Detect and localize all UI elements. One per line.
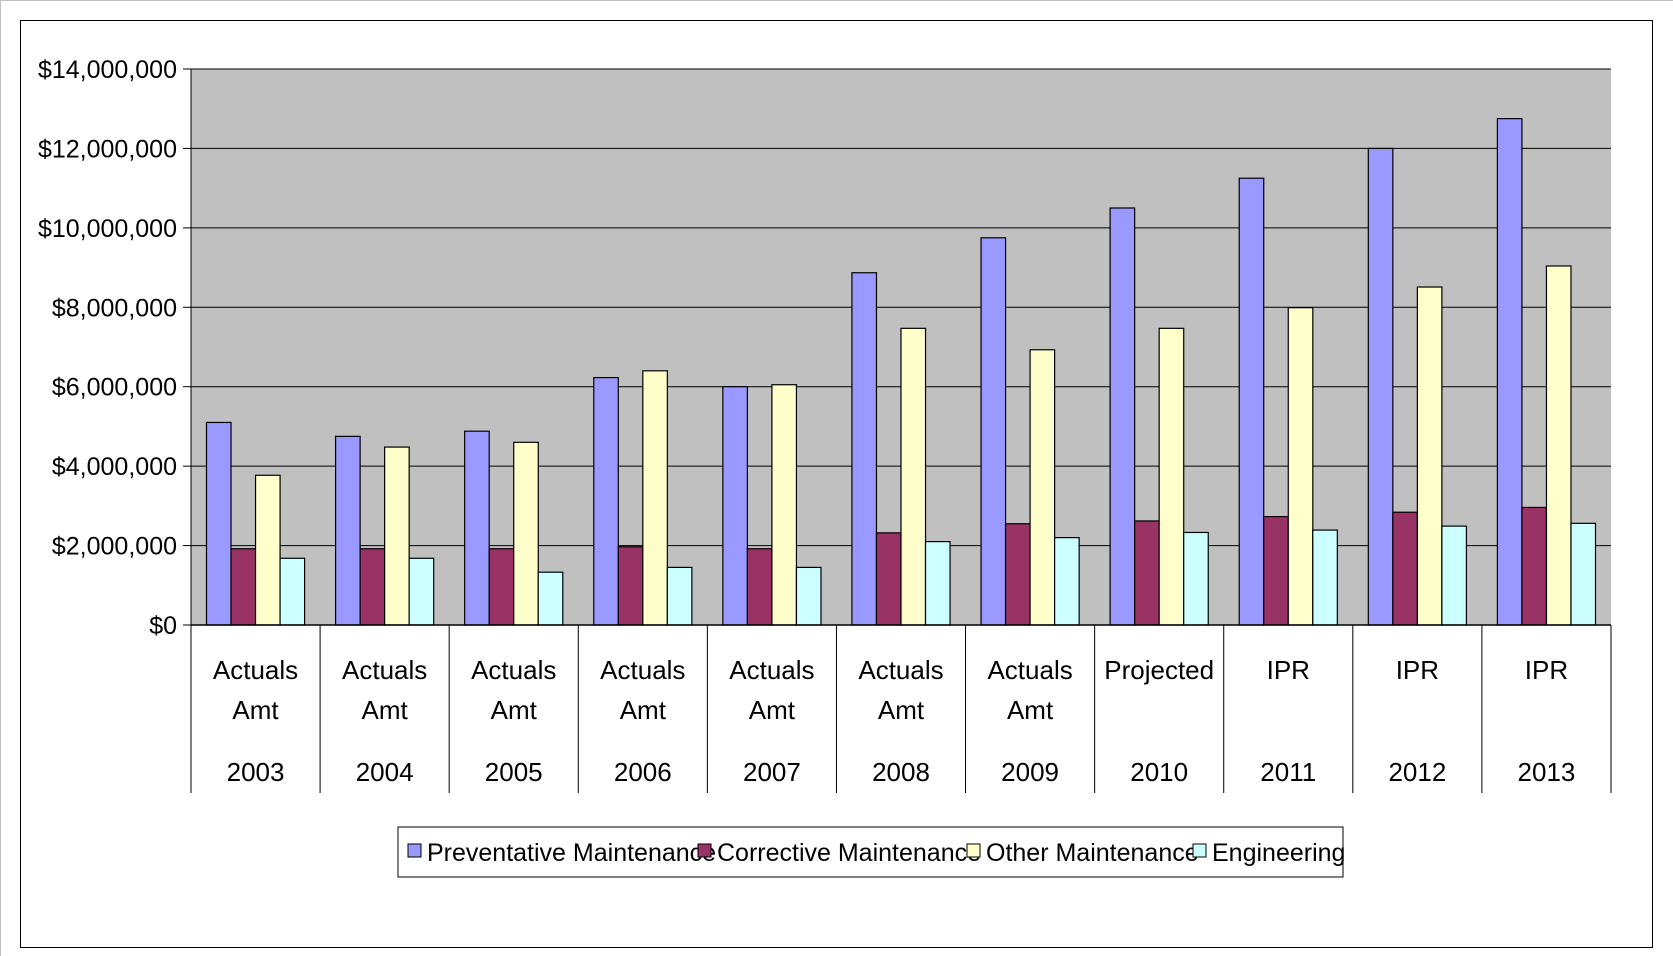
x-category-sublabel: Amt [232,695,279,725]
bar-preventative-maintenance-2010 [1110,208,1135,625]
legend-label: Preventative Maintenance [427,839,716,867]
bar-corrective-maintenance-2011 [1264,517,1289,625]
bar-corrective-maintenance-2012 [1393,512,1418,625]
bar-corrective-maintenance-2013 [1522,507,1547,625]
bar-other-maintenance-2007 [772,385,797,625]
bar-preventative-maintenance-2003 [206,422,231,625]
y-tick-label: $0 [149,612,177,640]
bar-preventative-maintenance-2008 [852,273,877,625]
bar-other-maintenance-2008 [901,328,926,625]
bar-corrective-maintenance-2009 [1006,524,1031,625]
bar-engineering-2010 [1184,532,1209,625]
x-category-label: Actuals [600,655,685,685]
legend-swatch [698,844,711,857]
bar-engineering-2005 [538,572,563,625]
bar-engineering-2004 [409,558,434,625]
bar-preventative-maintenance-2013 [1497,119,1522,625]
x-category-year: 2010 [1130,757,1188,787]
bar-other-maintenance-2013 [1546,266,1571,625]
x-category-year: 2006 [614,757,672,787]
bar-other-maintenance-2005 [514,442,539,625]
y-tick-label: $6,000,000 [52,374,177,402]
x-category-label: Actuals [858,655,943,685]
bar-engineering-2007 [796,567,821,625]
legend-label: Engineering [1212,839,1345,867]
x-category-year: 2009 [1001,757,1059,787]
x-category-label: IPR [1396,655,1439,685]
bar-preventative-maintenance-2007 [723,387,748,625]
bar-engineering-2006 [667,567,692,625]
y-tick-label: $10,000,000 [38,215,177,243]
bar-corrective-maintenance-2007 [747,549,772,625]
x-category-label: Actuals [729,655,814,685]
bar-preventative-maintenance-2011 [1239,178,1264,625]
legend-swatch [1193,844,1206,857]
legend-swatch [967,844,980,857]
x-category-year: 2012 [1388,757,1446,787]
bar-other-maintenance-2012 [1417,287,1442,625]
bar-other-maintenance-2006 [643,371,668,625]
y-tick-label: $2,000,000 [52,533,177,561]
x-category-label: Actuals [471,655,556,685]
chart-frame: $0 $2,000,000 $4,000,000 $6,000,000 $8,000,0… [20,20,1653,948]
legend-label: Other Maintenance [986,839,1199,867]
x-category-year: 2003 [227,757,285,787]
legend: Preventative Maintenance Corrective Maint… [398,827,1345,877]
bar-corrective-maintenance-2006 [618,547,643,625]
x-category-year: 2013 [1518,757,1576,787]
x-category-label: IPR [1267,655,1310,685]
y-tick-label: $4,000,000 [52,453,177,481]
bar-preventative-maintenance-2005 [465,431,490,625]
x-axis: Actuals Amt 2003 Actuals Amt 2004 Actuals Amt 20… [191,625,1611,793]
x-category-sublabel: Amt [620,695,667,725]
bar-other-maintenance-2004 [385,447,410,625]
x-category-sublabel: Amt [878,695,925,725]
legend-label: Corrective Maintenance [717,839,981,867]
bar-other-maintenance-2009 [1030,350,1055,625]
x-category-year: 2007 [743,757,801,787]
bar-engineering-2009 [1055,538,1080,625]
x-category-sublabel: Amt [491,695,538,725]
x-category-label: Actuals [987,655,1072,685]
bar-corrective-maintenance-2005 [489,549,514,625]
legend-swatch [408,844,421,857]
y-axis-ticks: $0 $2,000,000 $4,000,000 $6,000,000 $8,000,0… [38,56,191,640]
y-tick-label: $12,000,000 [38,135,177,163]
x-category-sublabel: Amt [1007,695,1054,725]
x-category-label: IPR [1525,655,1568,685]
x-category-year: 2005 [485,757,543,787]
bar-engineering-2011 [1313,530,1338,625]
x-category-year: 2008 [872,757,930,787]
bar-preventative-maintenance-2004 [336,436,361,625]
bar-corrective-maintenance-2008 [876,533,901,625]
x-category-label: Actuals [342,655,427,685]
bar-corrective-maintenance-2003 [231,549,256,625]
bar-chart: $0 $2,000,000 $4,000,000 $6,000,000 $8,000,0… [21,21,1652,947]
bar-corrective-maintenance-2004 [360,549,385,625]
bar-engineering-2008 [926,542,951,625]
bar-other-maintenance-2010 [1159,328,1184,625]
bar-other-maintenance-2011 [1288,308,1313,625]
bar-preventative-maintenance-2012 [1368,148,1393,625]
bar-corrective-maintenance-2010 [1135,521,1160,625]
x-category-year: 2011 [1260,757,1316,787]
bar-engineering-2003 [280,558,305,625]
x-category-label: Actuals [213,655,298,685]
x-category-year: 2004 [356,757,414,787]
bar-engineering-2013 [1571,523,1596,625]
y-tick-label: $14,000,000 [38,56,177,84]
x-category-sublabel: Amt [749,695,796,725]
bar-preventative-maintenance-2006 [594,378,619,625]
bar-other-maintenance-2003 [256,475,281,625]
bar-preventative-maintenance-2009 [981,238,1006,625]
x-category-label: Projected [1104,655,1214,685]
x-category-sublabel: Amt [362,695,409,725]
bar-engineering-2012 [1442,526,1467,625]
y-tick-label: $8,000,000 [52,294,177,322]
